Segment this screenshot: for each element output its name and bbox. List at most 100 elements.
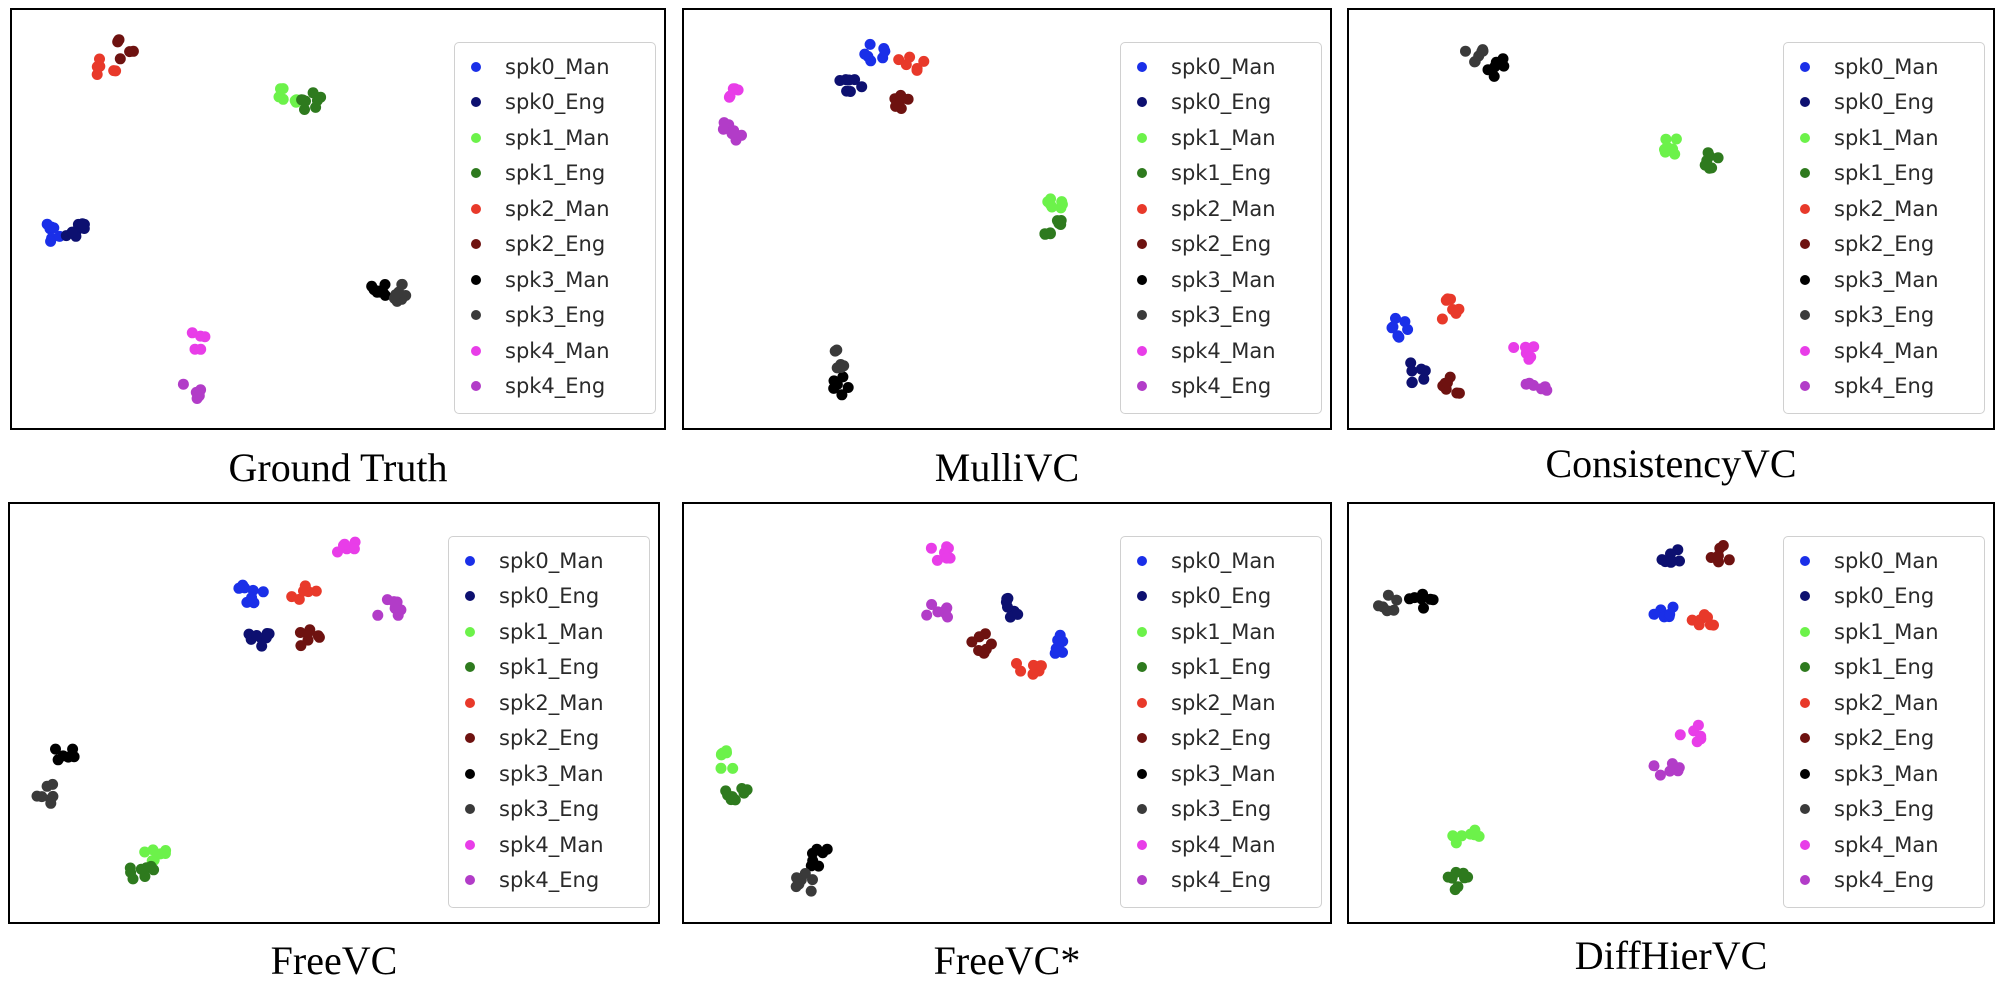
scatter-point-spk2_Eng: [1441, 377, 1453, 389]
legend-marker: [1800, 345, 1810, 356]
scatter-point-spk4_Man: [1508, 342, 1520, 353]
legend-entry-spk1_Eng: spk1_Eng: [1800, 156, 1972, 192]
scatter-point-spk3_Man: [1497, 53, 1509, 65]
scatter-point-spk2_Man: [1035, 660, 1047, 672]
scatter-point-spk1_Man: [154, 848, 166, 860]
legend-entry-spk4_Eng: spk4_Eng: [1800, 369, 1972, 405]
scatter-point-spk2_Man: [1693, 619, 1705, 631]
scatter-point-spk1_Man: [1670, 133, 1682, 145]
legend-entry-spk2_Eng: spk2_Eng: [1137, 227, 1309, 263]
legend-entry-spk0_Man: spk0_Man: [471, 49, 643, 85]
legend-label: spk0_Eng: [1171, 584, 1272, 609]
scatter-point-spk0_Man: [1390, 312, 1401, 324]
scatter-point-spk0_Man: [1052, 634, 1064, 646]
scatter-point-spk3_Eng: [805, 885, 817, 897]
legend-marker: [465, 626, 475, 637]
scatter-point-spk3_Man: [67, 743, 79, 755]
scatter-point-spk4_Man: [931, 554, 943, 566]
scatter-point-spk2_Eng: [127, 45, 139, 57]
legend-label: spk4_Man: [505, 338, 610, 363]
scatter-point-spk0_Man: [1664, 608, 1676, 620]
scatter-point-spk4_Man: [925, 542, 937, 554]
legend-label: spk2_Eng: [499, 726, 600, 751]
scatter-point-spk1_Man: [139, 846, 151, 858]
legend-marker: [1800, 61, 1810, 72]
scatter-point-spk4_Man: [1525, 351, 1537, 363]
scatter-point-spk1_Eng: [1704, 150, 1716, 162]
scatter-point-spk3_Eng: [1373, 600, 1384, 612]
scatter-point-spk2_Eng: [1451, 387, 1463, 399]
legend-marker: [1137, 203, 1147, 214]
scatter-point-spk0_Man: [1049, 647, 1061, 659]
legend-label: spk3_Eng: [1834, 797, 1935, 822]
scatter-point-spk0_Eng: [843, 74, 855, 86]
legend-entry-spk0_Eng: spk0_Eng: [1800, 85, 1972, 121]
scatter-point-spk3_Man: [1418, 602, 1429, 614]
legend-entry-spk4_Man: spk4_Man: [471, 333, 643, 369]
scatter-point-spk3_Man: [842, 382, 854, 393]
scatter-point-spk2_Man: [91, 69, 103, 80]
legend-entry-spk4_Eng: spk4_Eng: [465, 863, 637, 899]
legend-label: spk0_Man: [1834, 548, 1939, 573]
legend-label: spk3_Man: [1171, 267, 1276, 292]
legend-marker: [465, 768, 475, 779]
scatter-point-spk0_Man: [1393, 331, 1405, 343]
legend-label: spk0_Man: [505, 54, 610, 79]
tsne-plot-5: spk0_Man spk0_Eng spk1_Man spk1_Eng spk2_Man…: [682, 502, 1332, 924]
scatter-point-spk0_Man: [257, 586, 269, 598]
legend-marker: [1137, 626, 1147, 637]
legend-marker: [1137, 274, 1147, 285]
scatter-point-spk4_Man: [1674, 729, 1686, 741]
legend-entry-spk2_Eng: spk2_Eng: [1800, 227, 1972, 263]
legend-label: spk4_Eng: [505, 374, 606, 399]
tsne-plot-4: spk0_Man spk0_Eng spk1_Man spk1_Eng spk2_Man…: [8, 502, 660, 924]
legend-label: spk3_Man: [1171, 761, 1276, 786]
scatter-point-spk2_Man: [310, 585, 322, 597]
scatter-point-spk3_Man: [1424, 593, 1436, 605]
legend-marker: [471, 168, 481, 179]
scatter-point-spk1_Eng: [726, 791, 738, 803]
scatter-point-spk3_Eng: [390, 289, 402, 301]
scatter-point-spk0_Eng: [1419, 365, 1431, 377]
scatter-point-spk0_Man: [1387, 321, 1399, 333]
scatter-point-spk1_Man: [1669, 148, 1681, 160]
scatter-point-spk0_Man: [1648, 608, 1660, 620]
scatter-point-spk0_Eng: [1405, 357, 1417, 369]
legend-marker: [471, 203, 481, 214]
scatter-point-spk0_Eng: [856, 81, 868, 93]
scatter-point-spk2_Man: [110, 65, 122, 77]
legend-label: spk3_Eng: [499, 797, 600, 822]
legend-label: spk1_Man: [1171, 619, 1276, 644]
tsne-plot-1: spk0_Man spk0_Eng spk1_Man spk1_Eng spk2_Man…: [10, 8, 666, 430]
legend-label: spk4_Eng: [499, 868, 600, 893]
scatter-point-spk0_Man: [859, 48, 871, 60]
scatter-point-spk3_Eng: [41, 780, 53, 792]
panel-caption: FreeVC*: [933, 938, 1081, 983]
legend-entry-spk4_Man: spk4_Man: [1800, 333, 1972, 369]
scatter-point-spk4_Eng: [372, 609, 384, 621]
scatter-point-spk4_Eng: [726, 128, 738, 140]
tsne-plot-6: spk0_Man spk0_Eng spk1_Man spk1_Eng spk2_Man…: [1347, 502, 1995, 924]
legend-label: spk1_Eng: [1834, 655, 1935, 680]
legend-entry-spk4_Eng: spk4_Eng: [1137, 369, 1309, 405]
scatter-point-spk1_Eng: [135, 863, 147, 875]
scatter-point-spk4_Eng: [717, 123, 729, 135]
scatter-point-spk4_Man: [1528, 341, 1540, 353]
legend-label: spk4_Eng: [1171, 868, 1272, 893]
legend-marker: [465, 875, 475, 886]
scatter-area: [1373, 540, 1735, 896]
legend-entry-spk1_Eng: spk1_Eng: [1137, 650, 1309, 686]
legend-entry-spk2_Man: spk2_Man: [1137, 685, 1309, 721]
legend-label: spk2_Man: [1171, 196, 1276, 221]
scatter-area: [1386, 44, 1724, 399]
scatter-point-spk3_Man: [811, 843, 823, 855]
scatter-area: [717, 38, 1068, 401]
legend-marker: [1800, 381, 1810, 392]
scatter-point-spk2_Eng: [1723, 554, 1735, 566]
legend-marker: [1137, 310, 1147, 321]
scatter-point-spk0_Eng: [1406, 377, 1418, 389]
legend-label: spk4_Man: [1171, 832, 1276, 857]
scatter-point-spk1_Man: [727, 762, 739, 774]
legend-entry-spk3_Eng: spk3_Eng: [465, 792, 637, 828]
legend-label: spk0_Eng: [1834, 584, 1935, 609]
